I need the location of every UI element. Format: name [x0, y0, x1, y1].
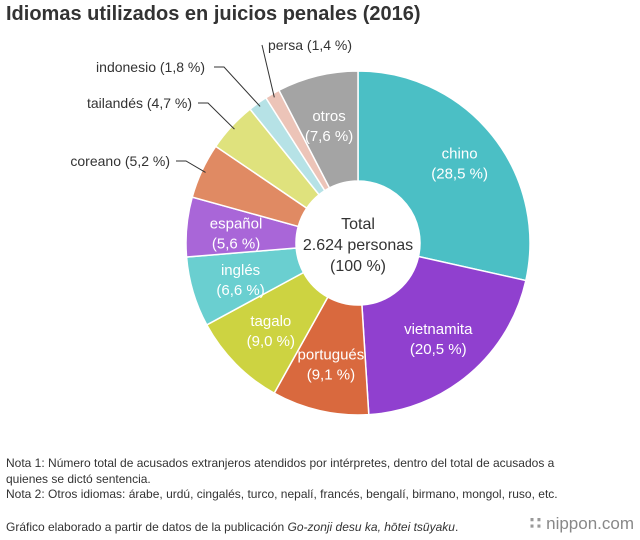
label-indonesio: indonesio (1,8 %)	[96, 59, 205, 75]
center-label-3: (100 %)	[330, 258, 386, 275]
brand-name: nippon.com	[546, 514, 634, 533]
leader-tailandes	[198, 102, 235, 130]
label-vietnamita-percent: (20,5 %)	[410, 341, 467, 358]
leader-persa	[261, 44, 275, 98]
leader-coreano	[176, 160, 206, 173]
leader-indonesio	[214, 66, 261, 107]
note-2: Nota 2: Otros idiomas: árabe, urdú, cing…	[6, 487, 558, 501]
note-1: Nota 1: Número total de acusados extranj…	[6, 456, 555, 486]
center-label-2: 2.624 personas	[303, 237, 413, 254]
source-note: Gráfico elaborado a partir de datos de l…	[6, 520, 458, 534]
label-espanol: español	[210, 215, 263, 232]
source-suffix: .	[454, 520, 459, 534]
leader-lines-group	[176, 44, 275, 173]
center-label-group: Total 2.624 personas (100 %)	[303, 216, 413, 275]
label-ingles-percent: (6,6 %)	[216, 282, 264, 299]
slice-otros	[277, 70, 359, 189]
label-espanol-percent: (5,6 %)	[212, 235, 260, 252]
donut-chart: chino (28,5 %) vietnamita (20,5 %) portugués…	[70, 37, 531, 416]
label-persa: persa (1,4 %)	[268, 37, 352, 53]
slice-vietnamita	[361, 255, 527, 416]
source-prefix: Gráfico elaborado a partir de datos de l…	[6, 520, 288, 534]
label-otros: otros	[312, 108, 345, 125]
notes: Nota 1: Número total de acusados extranj…	[6, 456, 566, 503]
label-vietnamita: vietnamita	[404, 321, 473, 338]
slices-group	[185, 70, 531, 416]
source-publication: Go-zonji desu ka, hōtei tsūyaku	[287, 520, 455, 534]
label-tagalo-percent: (9,0 %)	[247, 333, 295, 350]
label-chino: chino	[442, 146, 478, 163]
label-ingles: inglés	[221, 262, 260, 279]
labels-group: chino (28,5 %) vietnamita (20,5 %) portugués…	[70, 37, 488, 383]
label-tailandes: tailandés (4,7 %)	[87, 95, 192, 111]
slice-chino	[357, 70, 531, 282]
label-portugues: portugués	[298, 346, 365, 363]
center-label-1: Total	[341, 216, 375, 233]
label-portugues-percent: (9,1 %)	[307, 366, 355, 383]
label-chino-percent: (28,5 %)	[431, 166, 488, 183]
label-coreano: coreano (5,2 %)	[70, 153, 170, 169]
brand-logo: ∷ nippon.com	[530, 514, 634, 534]
label-otros-percent: (7,6 %)	[305, 128, 353, 145]
label-tagalo: tagalo	[250, 313, 291, 330]
brand-dots-icon: ∷	[529, 514, 542, 533]
chart-title: Idiomas utilizados en juicios penales (2…	[6, 3, 421, 25]
